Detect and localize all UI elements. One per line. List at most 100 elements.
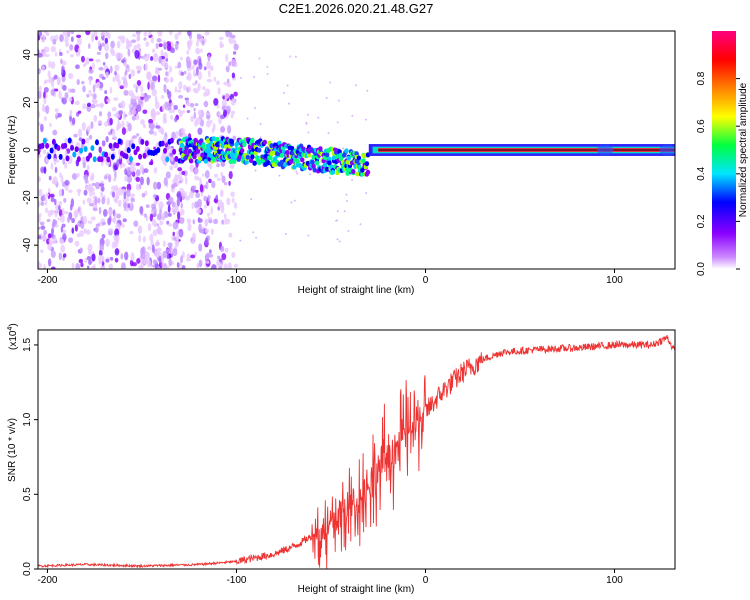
noise-blob [83, 228, 87, 234]
noise-blob [166, 248, 170, 253]
noise-blob [204, 170, 210, 179]
noise-blob [44, 46, 50, 53]
band-blob [117, 138, 122, 145]
noise-blob [69, 54, 75, 58]
noise-blob [111, 107, 117, 112]
noise-blob [151, 210, 154, 215]
noise-blob [85, 31, 91, 36]
noise-blob [105, 135, 109, 143]
noise-blob [112, 177, 117, 182]
noise-blob [259, 123, 262, 126]
y-tick-label: 1.0 [22, 412, 33, 426]
noise-blob [50, 61, 56, 69]
noise-blob [174, 42, 179, 51]
noise-blob [143, 37, 147, 41]
noise-blob [193, 107, 196, 112]
band-blob [58, 153, 63, 160]
noise-blob [122, 197, 126, 203]
noise-blob [120, 262, 126, 269]
noise-blob [101, 42, 105, 47]
noise-blob [107, 32, 111, 40]
noise-blob [167, 204, 171, 213]
noise-blob [165, 171, 171, 179]
noise-blob [38, 122, 41, 126]
noise-blob [174, 173, 178, 183]
noise-blob [171, 183, 175, 189]
noise-blob [101, 76, 106, 80]
noise-blob [174, 33, 179, 40]
noise-blob [147, 81, 150, 91]
noise-blob [174, 86, 178, 93]
noise-blob [150, 36, 155, 44]
band-blob [156, 147, 161, 154]
noise-blob [186, 50, 190, 55]
noise-blob [177, 31, 182, 36]
noise-blob [155, 242, 160, 247]
noise-blob [64, 179, 70, 186]
noise-blob [98, 102, 105, 108]
noise-blob [106, 197, 110, 206]
noise-blob [59, 172, 62, 178]
noise-blob [203, 195, 208, 202]
noise-blob [195, 208, 202, 215]
noise-blob [283, 91, 286, 94]
fade-blob [279, 159, 285, 165]
noise-blob [62, 253, 67, 258]
noise-blob [129, 163, 134, 172]
noise-blob [164, 265, 170, 269]
noise-blob [254, 106, 257, 109]
noise-blob [108, 209, 114, 216]
noise-blob [96, 81, 101, 88]
noise-blob [220, 245, 225, 253]
noise-blob [204, 237, 209, 246]
noise-blob [69, 115, 72, 122]
fade-blob [272, 142, 278, 148]
noise-blob [76, 34, 82, 38]
noise-blob [105, 71, 109, 78]
noise-blob [177, 61, 182, 69]
noise-blob [43, 91, 46, 99]
noise-blob [204, 228, 210, 233]
y-tick-label: 1.5 [22, 338, 33, 352]
noise-blob [91, 182, 96, 187]
noise-blob [71, 217, 76, 224]
noise-blob [143, 31, 148, 37]
noise-blob [153, 166, 158, 174]
noise-blob [63, 197, 67, 203]
noise-blob [225, 65, 230, 73]
noise-blob [307, 234, 310, 237]
noise-blob [77, 110, 82, 114]
fade-blob [360, 171, 365, 177]
noise-blob [109, 65, 113, 74]
snr-x-label: Height of straight line (km) [298, 584, 415, 595]
band-blob [104, 151, 109, 158]
noise-blob [167, 102, 172, 111]
noise-blob [167, 90, 172, 100]
noise-blob [155, 125, 161, 129]
noise-blob [61, 65, 64, 75]
band-blob [126, 147, 131, 154]
fade-blob [327, 156, 332, 162]
noise-blob [101, 140, 106, 147]
noise-blob [126, 40, 132, 48]
noise-blob [59, 214, 65, 223]
noise-blob [69, 109, 73, 116]
noise-blob [136, 113, 139, 119]
noise-blob [98, 111, 103, 117]
noise-blob [134, 49, 140, 59]
noise-blob [52, 176, 58, 185]
noise-blob [266, 65, 269, 68]
noise-blob [64, 162, 68, 169]
noise-blob [137, 98, 143, 106]
noise-blob [169, 65, 173, 73]
noise-blob [152, 181, 158, 190]
noise-blob [202, 86, 206, 91]
noise-blob [62, 158, 66, 165]
noise-blob [88, 69, 94, 74]
noise-blob [149, 233, 154, 242]
noise-blob [77, 128, 83, 138]
noise-blob [163, 177, 168, 186]
band-blob [110, 153, 115, 160]
noise-blob [119, 85, 124, 90]
noise-blob [98, 66, 104, 71]
